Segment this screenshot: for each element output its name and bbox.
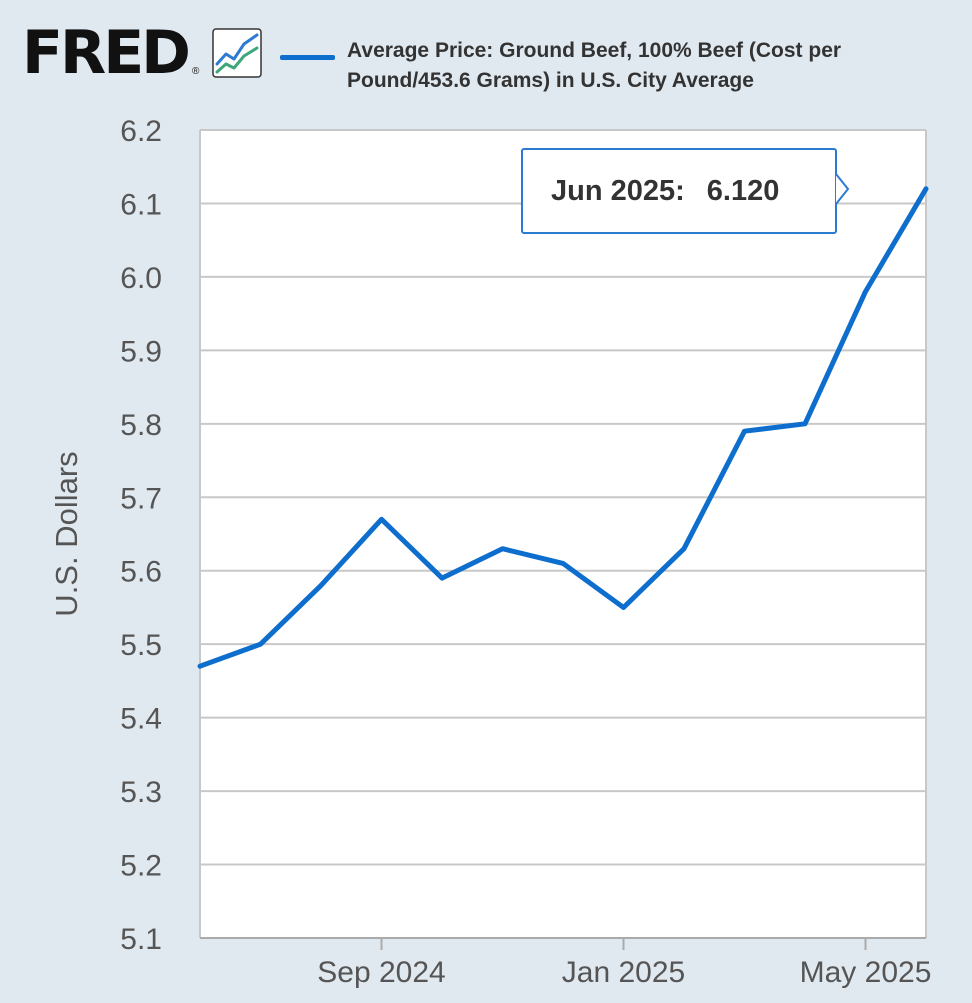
- y-tick-label: 5.4: [120, 703, 162, 736]
- data-point[interactable]: [498, 544, 508, 554]
- data-point[interactable]: [377, 514, 387, 524]
- data-point[interactable]: [921, 184, 931, 194]
- chart-header: FRED ® Average Price: Ground Beef, 100% …: [0, 0, 972, 110]
- series-group: [195, 184, 931, 671]
- fred-logo[interactable]: FRED: [22, 18, 191, 88]
- data-point[interactable]: [861, 287, 871, 297]
- series-line[interactable]: [197, 186, 929, 669]
- y-tick-label: 5.5: [120, 629, 162, 662]
- data-point[interactable]: [619, 602, 629, 612]
- y-tick-label: 5.8: [120, 409, 162, 442]
- y-tick-label: 5.1: [120, 923, 162, 956]
- tooltip-pointer: [835, 173, 850, 205]
- tooltip-date: Jun 2025:: [551, 174, 685, 207]
- y-tick-label: 5.9: [120, 335, 162, 368]
- x-axis: Sep 2024 Jan 2025 May 2025: [200, 937, 932, 989]
- data-point[interactable]: [558, 558, 568, 568]
- x-tick-label: Jan 2025: [562, 956, 685, 989]
- plot-area: [200, 130, 926, 938]
- data-point[interactable]: [437, 573, 447, 583]
- y-axis-label: U.S. Dollars: [49, 451, 84, 616]
- tooltip: Jun 2025: 6.120: [521, 148, 837, 234]
- data-point[interactable]: [316, 580, 326, 590]
- data-point[interactable]: [800, 419, 810, 429]
- y-tick-label: 6.1: [120, 188, 162, 221]
- y-tick-label: 6.2: [120, 115, 162, 148]
- y-tick-label: 5.6: [120, 556, 162, 589]
- line-graph-icon[interactable]: [212, 28, 262, 78]
- tooltip-value: 6.120: [706, 174, 780, 207]
- x-tick-label: Sep 2024: [317, 956, 445, 989]
- y-tick-label: 6.0: [120, 262, 162, 295]
- y-axis: 5.1 5.2 5.3 5.4 5.5 5.6 5.7 5.8 5.9 6.0 6.1 6.2: [120, 115, 162, 956]
- legend-swatch[interactable]: [280, 55, 335, 60]
- registered-mark: ®: [192, 66, 200, 77]
- y-tick-label: 5.7: [120, 482, 162, 515]
- legend-label[interactable]: Average Price: Ground Beef, 100% Beef (C…: [347, 39, 842, 92]
- x-tick-label: May 2025: [800, 956, 932, 989]
- data-point[interactable]: [195, 661, 205, 671]
- data-point[interactable]: [256, 639, 266, 649]
- data-point[interactable]: [740, 426, 750, 436]
- y-tick-label: 5.3: [120, 776, 162, 809]
- y-tick-label: 5.2: [120, 850, 162, 883]
- data-point[interactable]: [679, 544, 689, 554]
